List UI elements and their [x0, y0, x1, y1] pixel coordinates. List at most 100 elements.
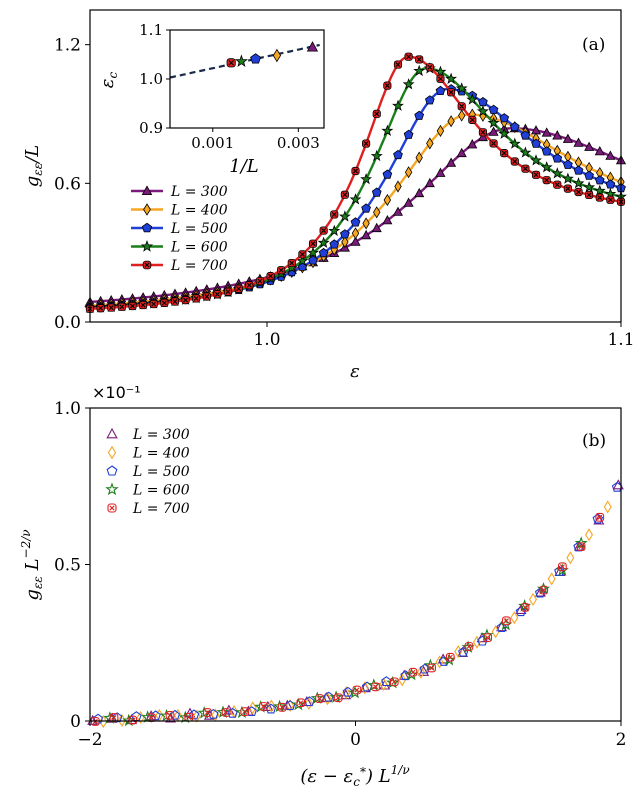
inset-point-300 — [306, 41, 319, 52]
panel-a-point-700 — [383, 81, 392, 90]
inset-plot: 0.001 0.003 0.9 1.0 1.1 1/L εc — [97, 21, 325, 177]
panel-a-point-500 — [350, 217, 361, 227]
panel-a-point-300 — [584, 141, 595, 151]
panel-b-point — [379, 677, 388, 691]
inset-ytick-label: 1.1 — [139, 21, 163, 39]
panel-a-point-400 — [362, 217, 370, 230]
panel-a-point-400 — [447, 115, 455, 128]
panel-a-point-500 — [563, 159, 573, 169]
inset-point-500 — [250, 53, 261, 64]
panel-b-point — [427, 663, 436, 673]
inset-point-600 — [234, 54, 249, 67]
legend-a-marker — [141, 222, 153, 233]
inset-ytick-label: 1.0 — [139, 70, 163, 88]
panel-a-frame — [89, 9, 622, 323]
panel-a-point-500 — [403, 129, 414, 139]
panel-a-point-700 — [404, 52, 413, 61]
legend-b-label: L = 500 — [132, 464, 190, 480]
legend-b-item-2: L = 400 — [107, 445, 190, 462]
legend-a-item-400: L = 400 — [131, 203, 228, 219]
panel-a-point-700 — [393, 60, 403, 69]
panel-b-point — [333, 693, 343, 703]
panel-b-point — [398, 673, 407, 687]
panel-a-point-700 — [223, 287, 233, 296]
legend-a-item-600: L = 600 — [131, 240, 228, 256]
panel-a-series-400 — [86, 108, 625, 312]
panel-a-point-500 — [340, 229, 350, 239]
panel-b-xtick-label: 0 — [350, 730, 361, 750]
panel-a-point-600 — [498, 127, 511, 139]
panel-a-point-400 — [341, 235, 349, 249]
panel-a-point-600 — [593, 184, 606, 197]
panel-a-ylabel: gεε/L — [22, 145, 45, 187]
panel-b-point — [539, 585, 549, 595]
panel-a-point-700 — [181, 296, 190, 305]
panel-a-legend: L = 300 L = 400 L = 500 L = 600 L = 700 — [131, 184, 228, 274]
panel-a-point-700 — [436, 74, 445, 83]
inset-ylabel: εc — [97, 72, 120, 89]
inset-content — [169, 41, 320, 79]
legend-a-item-500: L = 500 — [131, 221, 228, 237]
panel-a-point-300 — [573, 137, 584, 147]
panel-b-point — [464, 642, 474, 651]
panel-a-point-700 — [362, 139, 371, 148]
panel-b-point — [165, 710, 175, 720]
panel-a-point-700 — [128, 301, 137, 311]
panel-a-point-600 — [562, 172, 574, 184]
panel-b-point — [435, 655, 444, 669]
panel-a-point-700 — [107, 303, 116, 312]
panel-a-point-300 — [361, 229, 372, 240]
inset-ytick-label: 0.9 — [139, 119, 163, 137]
panel-a-point-600 — [487, 116, 500, 128]
panel-b-point — [248, 701, 257, 715]
panel-a-point-500 — [361, 203, 371, 213]
legend-b-marker — [107, 503, 117, 513]
panel-a-point-700 — [531, 170, 541, 179]
panel-b-point — [416, 665, 425, 679]
panel-a-point-600 — [338, 210, 351, 222]
panel-b-point — [221, 708, 231, 717]
panel-b-point — [315, 694, 324, 703]
inset-xtick-label: 0.003 — [277, 134, 320, 152]
legend-b-marker — [107, 445, 117, 460]
panel-a-point-700 — [255, 276, 264, 286]
panel-b-label: (b) — [582, 431, 606, 451]
legend-b-label: L = 700 — [132, 501, 190, 517]
panel-a-point-600 — [381, 124, 394, 136]
panel-b-point — [574, 536, 588, 549]
panel-a-ytick-label: 0.0 — [54, 313, 81, 333]
panel-b-series-3 — [92, 481, 623, 724]
panel-a-point-700 — [574, 187, 583, 197]
panel-a-point-700 — [606, 195, 615, 204]
panel-b-ticks: −2 0 200.51.0 — [54, 399, 626, 750]
panel-a-point-600 — [583, 181, 596, 193]
legend-b-label: L = 400 — [132, 446, 190, 462]
panel-a-point-300 — [562, 133, 573, 143]
panel-b-point — [348, 685, 362, 699]
panel-a-point-400 — [373, 206, 381, 219]
legend-b-item-1: L = 300 — [106, 427, 190, 443]
panel-b-point — [389, 677, 399, 687]
legend-a-marker — [143, 203, 151, 216]
legend-b-marker — [106, 465, 118, 476]
legend-a-marker — [142, 260, 152, 270]
panel-b-point — [547, 572, 556, 586]
panel-a-point-700 — [192, 294, 201, 303]
panel-a-point-700 — [489, 139, 498, 148]
panel-b-point — [240, 707, 250, 717]
panel-b-legend: L = 300 L = 400 L = 500 L = 600 L = 700 — [105, 427, 190, 517]
panel-b-point — [267, 699, 276, 713]
legend-a-item-300: L = 300 — [131, 184, 228, 200]
panel-a-point-500 — [605, 179, 616, 189]
legend-b-item-3: L = 500 — [106, 464, 190, 480]
panel-b-point — [304, 696, 315, 707]
panel-a-point-400 — [458, 109, 466, 122]
panel-a-point-300 — [424, 177, 435, 188]
panel-b-point — [277, 702, 287, 712]
legend-a-label: L = 500 — [170, 221, 228, 237]
panel-a-point-600 — [317, 236, 330, 249]
panel-b-point — [208, 708, 219, 719]
inset-point-400 — [272, 48, 282, 63]
panel-a-point-700 — [117, 302, 126, 311]
